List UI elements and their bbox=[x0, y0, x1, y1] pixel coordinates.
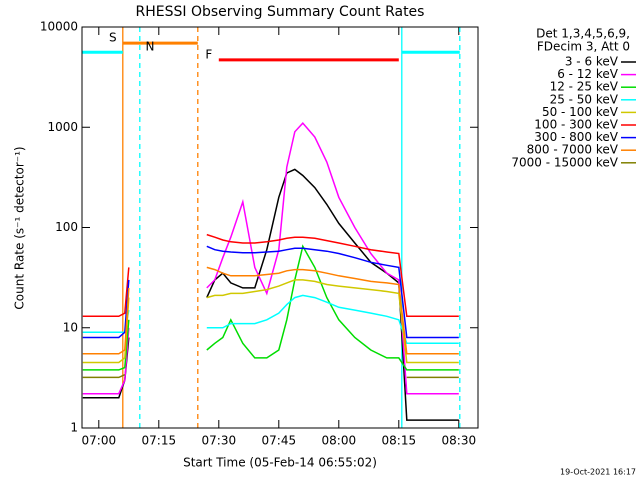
legend-label: 25 - 50 keV bbox=[550, 92, 619, 106]
series-line bbox=[82, 244, 459, 371]
legend-label: 3 - 6 keV bbox=[565, 55, 619, 69]
legend-label: 100 - 300 keV bbox=[534, 118, 618, 132]
legend-label: 12 - 25 keV bbox=[550, 80, 619, 94]
chart-title: RHESSI Observing Summary Count Rates bbox=[136, 4, 425, 20]
legend-label: 7000 - 15000 keV bbox=[511, 155, 618, 169]
x-tick-label: 07:30 bbox=[202, 434, 237, 448]
x-tick-label: 07:00 bbox=[82, 434, 117, 448]
y-tick-label: 1000 bbox=[47, 120, 78, 134]
flag-label: S bbox=[109, 31, 117, 45]
footer: 19-Oct-2021 16:17 bbox=[560, 468, 636, 477]
y-tick-label: 100 bbox=[55, 220, 78, 234]
legend-label: 800 - 7000 keV bbox=[527, 143, 619, 157]
series-line bbox=[82, 245, 459, 339]
y-tick-label: 10000 bbox=[40, 20, 78, 34]
x-tick-label: 08:00 bbox=[322, 434, 357, 448]
series-line bbox=[82, 266, 459, 355]
y-axis-label: Count Rate (s⁻¹ detector⁻¹) bbox=[13, 146, 27, 309]
flag-label: F bbox=[205, 47, 212, 61]
x-tick-label: 08:15 bbox=[382, 434, 417, 448]
legend-label: 6 - 12 keV bbox=[557, 67, 619, 81]
legend-label: 50 - 100 keV bbox=[542, 105, 619, 119]
legend-label: 300 - 800 keV bbox=[534, 130, 618, 144]
x-tick-label: 07:15 bbox=[142, 434, 177, 448]
y-tick-label: 10 bbox=[63, 320, 78, 334]
plot-frame bbox=[81, 26, 479, 429]
flag-label: N bbox=[146, 40, 155, 54]
y-tick-label: 1 bbox=[70, 421, 78, 435]
x-tick-label: 07:45 bbox=[262, 434, 297, 448]
series-line bbox=[82, 374, 459, 379]
series-line bbox=[82, 233, 459, 318]
legend-header: Det 1,3,4,5,6,9, bbox=[536, 27, 630, 41]
x-axis-label: Start Time (05-Feb-14 06:55:02) bbox=[183, 456, 377, 470]
x-tick-label: 08:30 bbox=[442, 434, 477, 448]
legend-header: FDecim 3, Att 0 bbox=[537, 40, 630, 54]
series-line bbox=[82, 121, 459, 395]
